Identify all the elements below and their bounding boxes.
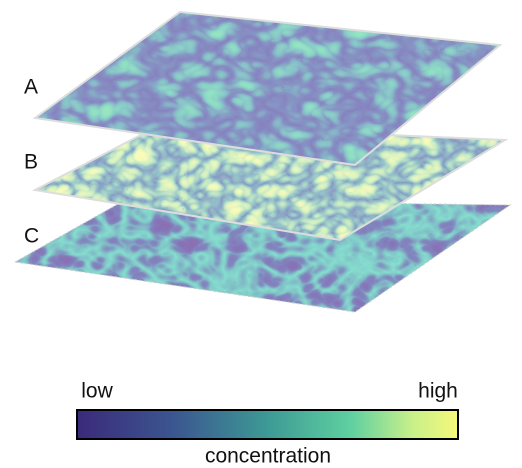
colorbar-low-label: low (81, 380, 113, 403)
layer-label: A (24, 76, 38, 99)
layer-label: B (24, 151, 38, 174)
colorbar (77, 410, 458, 439)
figure: A B C low high concentration (0, 0, 522, 468)
colorbar-title: concentration (205, 445, 331, 468)
layer-label: C (24, 225, 39, 248)
colorbar-high-label: high (418, 380, 458, 403)
